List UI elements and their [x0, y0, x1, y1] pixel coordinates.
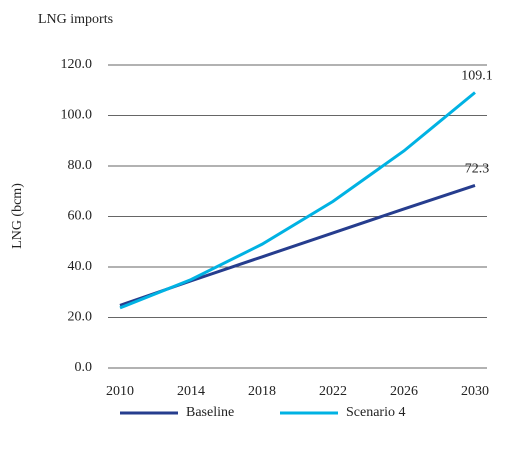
- y-tick-label: 120.0: [61, 57, 93, 72]
- x-tick-label: 2018: [248, 384, 276, 399]
- y-tick-label: 80.0: [68, 158, 93, 173]
- y-tick-label: 100.0: [61, 108, 93, 123]
- x-tick-label: 2026: [390, 384, 418, 399]
- data-label: 72.3: [465, 162, 490, 177]
- y-axis-label: LNG (bcm): [10, 183, 25, 249]
- chart-title: LNG imports: [38, 12, 113, 27]
- x-tick-label: 2022: [319, 384, 347, 399]
- x-tick-label: 2010: [106, 384, 134, 399]
- series-line: [119, 91, 476, 310]
- x-tick-label: 2030: [461, 384, 489, 399]
- y-tick-label: 60.0: [68, 209, 93, 224]
- y-tick-label: 20.0: [68, 310, 93, 325]
- legend-label: Baseline: [186, 405, 234, 420]
- y-tick-label: 40.0: [68, 259, 93, 274]
- y-tick-label: 0.0: [75, 360, 93, 375]
- x-tick-label: 2014: [177, 384, 205, 399]
- legend-label: Scenario 4: [346, 405, 405, 420]
- data-label: 109.1: [461, 69, 493, 84]
